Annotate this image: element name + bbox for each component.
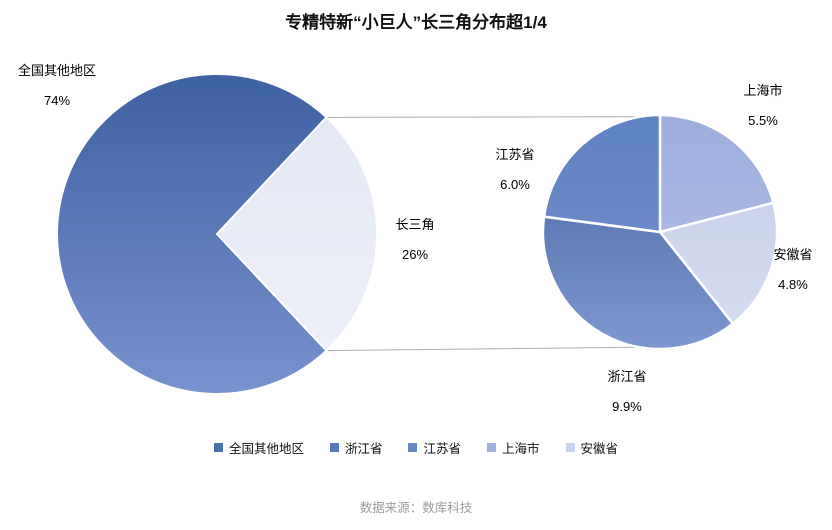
label-other-regions: 全国其他地区 74%: [2, 56, 112, 116]
label-zhejiang-name: 浙江省: [607, 369, 647, 384]
legend-item-zhejiang: 浙江省: [329, 438, 383, 457]
connector-line-bottom: [326, 346, 640, 352]
label-zhejiang: 浙江省 9.9%: [582, 362, 672, 422]
legend-item-jiangsu: 江苏省: [408, 438, 461, 457]
pie-slice-other-regions: [56, 73, 328, 395]
pie-slice-changsanjiao: [216, 116, 378, 352]
legend-item-other-regions: 全国其他地区: [213, 438, 304, 457]
legend-label-shanghai: 上海市: [502, 442, 540, 456]
legend-swatch-anhui: [565, 443, 575, 452]
label-other-regions-name: 全国其他地区: [17, 63, 96, 78]
data-source-caption: 数据来源：数库科技: [359, 501, 473, 515]
pie-slice-anhui: [658, 201, 779, 325]
legend-item-anhui: 安徽省: [565, 438, 619, 457]
label-changsanjiao-value: 26%: [401, 247, 429, 262]
label-jiangsu: 江苏省 6.0%: [476, 140, 554, 200]
legend-label-zhejiang: 浙江省: [344, 442, 383, 456]
legend-swatch-zhejiang: [329, 443, 339, 452]
label-changsanjiao-name: 长三角: [395, 217, 435, 232]
label-anhui-value: 4.8%: [778, 277, 808, 292]
label-shanghai-value: 5.5%: [748, 113, 778, 128]
label-anhui-name: 安徽省: [773, 247, 813, 262]
legend-swatch-jiangsu: [408, 443, 418, 452]
label-shanghai-name: 上海市: [743, 83, 783, 98]
label-jiangsu-name: 江苏省: [495, 147, 535, 162]
label-shanghai: 上海市 5.5%: [724, 76, 802, 136]
label-zhejiang-value: 9.9%: [612, 399, 642, 414]
legend-label-other-regions: 全国其他地区: [228, 442, 304, 456]
label-other-regions-value: 74%: [43, 93, 71, 108]
pie-slice-zhejiang: [541, 215, 735, 351]
pie-slice-shanghai: [658, 113, 775, 234]
legend-item-shanghai: 上海市: [487, 438, 540, 457]
legend-label-anhui: 安徽省: [580, 442, 619, 456]
label-changsanjiao: 长三角 26%: [372, 210, 458, 270]
label-jiangsu-value: 6.0%: [500, 177, 530, 192]
legend-label-jiangsu: 江苏省: [423, 442, 461, 456]
pie-slice-jiangsu: [542, 113, 662, 234]
label-anhui: 安徽省 4.8%: [756, 240, 830, 300]
chart-title: 专精特新“小巨人”长三角分布超1/4: [285, 13, 547, 32]
connector-line-top: [326, 116, 640, 118]
legend-swatch-shanghai: [487, 443, 496, 452]
legend: 全国其他地区 浙江省 江苏省 上海市 安徽省: [0, 438, 832, 457]
legend-swatch-other-regions: [213, 443, 223, 452]
